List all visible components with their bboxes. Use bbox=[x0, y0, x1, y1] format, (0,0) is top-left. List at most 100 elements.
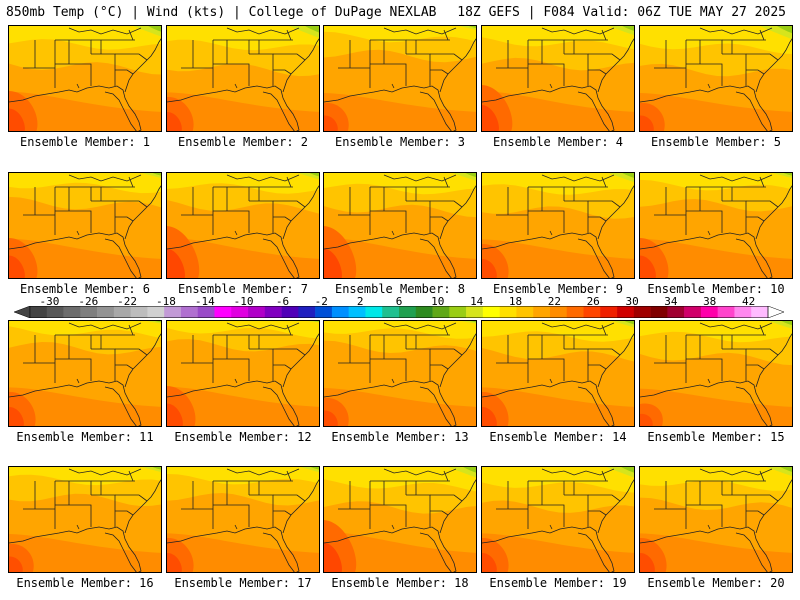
colorbar-swatch bbox=[180, 306, 199, 318]
state-border-line bbox=[588, 216, 607, 222]
state-border-line bbox=[640, 526, 773, 572]
ensemble-member-map bbox=[481, 172, 635, 279]
temp-field-warm-band bbox=[640, 93, 792, 131]
state-border-line bbox=[755, 38, 792, 93]
state-border-line bbox=[273, 348, 306, 356]
colorbar-tick-label: 38 bbox=[703, 295, 717, 308]
temp-field-cooler-band bbox=[640, 173, 792, 191]
state-border-line bbox=[234, 230, 238, 236]
state-border-line bbox=[528, 358, 565, 381]
state-border-line bbox=[55, 39, 92, 54]
state-border-line bbox=[707, 378, 711, 384]
colorbar-swatch bbox=[46, 306, 64, 318]
state-border-line bbox=[76, 378, 80, 384]
colorbar-tick-label: 42 bbox=[741, 295, 756, 308]
colorbar-tick-label: -30 bbox=[39, 295, 60, 308]
ensemble-member-map bbox=[639, 172, 793, 279]
ensemble-member-label: Ensemble Member: 14 bbox=[489, 430, 627, 444]
state-border-line bbox=[76, 230, 80, 236]
temp-field-hottest bbox=[324, 542, 342, 572]
ensemble-member-map bbox=[8, 25, 162, 132]
ensemble-member-label: Ensemble Member: 8 bbox=[334, 282, 466, 296]
state-border-line bbox=[370, 63, 407, 86]
temperature-field-map bbox=[482, 321, 634, 426]
temperature-field-map bbox=[324, 173, 476, 278]
ensemble-member-map bbox=[639, 25, 793, 132]
colorbar-swatch bbox=[231, 306, 249, 318]
state-border-line bbox=[482, 380, 615, 426]
state-border-line bbox=[68, 27, 142, 35]
temp-field-warm-band bbox=[482, 91, 634, 131]
ensemble-member-label: Ensemble Member: 12 bbox=[174, 430, 312, 444]
state-border-line bbox=[9, 526, 142, 572]
state-border-line bbox=[213, 186, 250, 201]
colorbar-swatch bbox=[600, 306, 618, 318]
state-border-line bbox=[686, 334, 723, 349]
temp-field-coldest-corner bbox=[781, 321, 792, 326]
ensemble-member-map bbox=[323, 25, 477, 132]
temp-field-cooler-band bbox=[167, 321, 319, 339]
temp-field-cooler-band bbox=[482, 26, 634, 50]
colorbar-swatch bbox=[348, 306, 366, 318]
state-border-line bbox=[759, 324, 765, 336]
ensemble-member-label: Ensemble Member: 5 bbox=[650, 135, 782, 149]
state-border-line bbox=[68, 174, 142, 182]
state-border-line bbox=[234, 524, 238, 530]
temperature-field-map bbox=[324, 26, 476, 131]
state-border-line bbox=[588, 200, 621, 208]
state-border-line bbox=[746, 494, 779, 502]
state-border-line bbox=[588, 510, 607, 516]
colorbar-swatch bbox=[734, 306, 752, 318]
state-border-line bbox=[213, 210, 250, 233]
state-border-line bbox=[588, 364, 607, 370]
colorbar-swatch bbox=[80, 306, 98, 318]
state-border-line bbox=[439, 38, 476, 93]
state-border-line bbox=[273, 364, 292, 370]
state-border-line bbox=[528, 480, 565, 495]
state-border-line bbox=[76, 83, 80, 89]
temperature-field-map bbox=[640, 321, 792, 426]
temperature-field-map bbox=[482, 173, 634, 278]
state-border-line bbox=[370, 358, 407, 381]
state-border-line bbox=[370, 504, 407, 527]
state-border-line bbox=[528, 63, 565, 86]
temp-field-coldest-corner bbox=[777, 26, 792, 34]
colorbar-swatch bbox=[566, 306, 584, 318]
state-border-line bbox=[128, 29, 134, 41]
ensemble-member-map bbox=[639, 320, 793, 427]
temperature-field-map bbox=[640, 467, 792, 572]
state-border-line bbox=[597, 333, 634, 388]
temp-field-coldest-corner bbox=[152, 467, 161, 470]
state-border-line bbox=[226, 322, 300, 330]
state-border-line bbox=[549, 83, 553, 89]
temperature-field-map bbox=[167, 173, 319, 278]
state-border-line bbox=[759, 470, 765, 482]
temp-field-cold-corner bbox=[459, 26, 476, 30]
state-border-line bbox=[226, 174, 300, 182]
state-border-line bbox=[286, 324, 292, 336]
colorbar-swatch bbox=[516, 306, 534, 318]
colorbar-swatch bbox=[248, 306, 266, 318]
state-border-line bbox=[213, 39, 250, 54]
state-border-line bbox=[167, 380, 300, 426]
state-border-line bbox=[286, 470, 292, 482]
temp-field-hottest bbox=[9, 255, 25, 278]
temp-field-coldest-corner bbox=[463, 467, 476, 473]
state-border-line bbox=[115, 364, 134, 370]
colorbar-swatch bbox=[164, 306, 182, 318]
state-border-line bbox=[115, 200, 148, 208]
colorbar-tick-label: -26 bbox=[78, 295, 99, 308]
state-border-line bbox=[549, 378, 553, 384]
state-border-line bbox=[324, 232, 457, 278]
state-border-line bbox=[640, 232, 773, 278]
state-border-line bbox=[588, 53, 621, 61]
state-border-line bbox=[482, 232, 615, 278]
state-border-line bbox=[124, 185, 161, 240]
state-border-line bbox=[528, 186, 565, 201]
state-border-line bbox=[597, 479, 634, 534]
temp-field-hottest bbox=[640, 255, 656, 278]
state-border-line bbox=[115, 348, 148, 356]
state-border-line bbox=[370, 39, 407, 54]
state-border-line bbox=[115, 510, 134, 516]
temperature-field-map bbox=[324, 321, 476, 426]
